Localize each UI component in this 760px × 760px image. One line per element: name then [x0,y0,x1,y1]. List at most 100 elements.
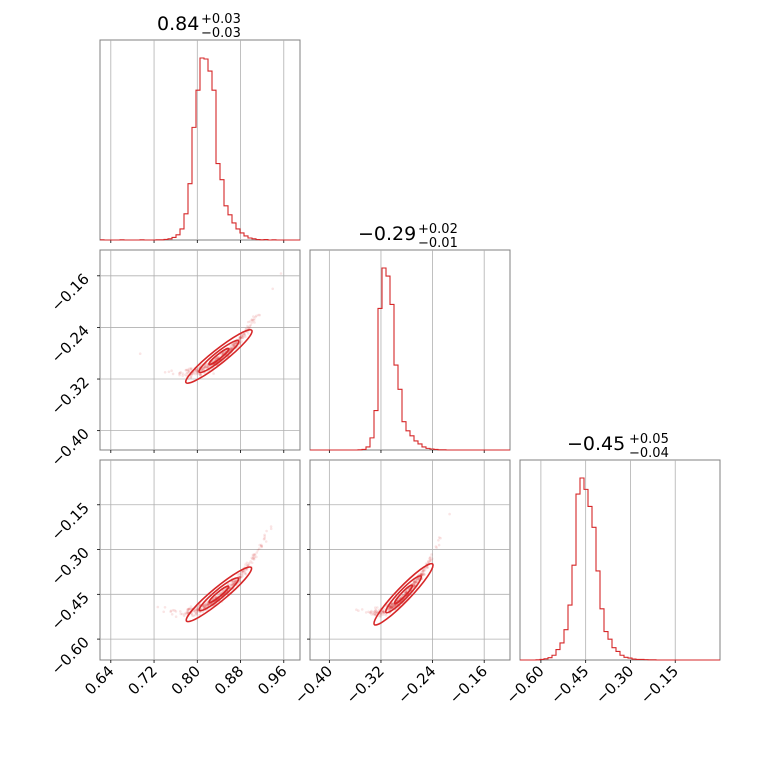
scatter-point [391,604,394,608]
scatter-point [258,543,262,547]
scatter-point [251,555,255,558]
scatter-point [252,557,255,561]
scatter-point [187,607,190,611]
scatter-point [367,610,370,614]
scatter-point [192,609,196,613]
scatter-point [239,336,243,340]
x-tick-label: 0.72 [125,662,161,698]
scatter-point [189,607,192,611]
scatter-point [412,580,416,584]
scatter-panel-param0-vs-param1 [97,249,301,453]
scatter-point [426,566,430,570]
scatter-point [205,603,208,607]
scatter-point [390,605,393,609]
scatter-point [413,580,417,584]
scatter-point [379,615,382,618]
scatter-point [238,575,242,579]
scatter-point [398,596,402,600]
scatter-point [239,335,242,339]
x-tick-label: −0.16 [446,662,491,707]
scatter-point [391,605,395,609]
scatter-point [216,356,219,360]
scatter-point [196,371,199,374]
y-tick-label: −0.45 [48,588,93,633]
scatter-point [251,557,254,561]
scatter-point [205,362,208,366]
scatter-point [404,590,407,594]
scatter-point [203,602,207,606]
scatter-point [387,607,391,611]
scatter-point [171,372,175,376]
title-param-1: −0.29 +0.02 −0.01 [358,222,458,251]
scatter-point [212,372,215,375]
scatter-point [389,605,392,608]
scatter-point [194,372,197,376]
scatter-point [258,313,262,317]
scatter-point [380,613,384,617]
scatter-point [213,358,217,361]
scatter-point [248,561,251,565]
scatter-point [232,344,235,348]
scatter-point [183,612,186,616]
scatter-point [190,366,193,370]
scatter-point [393,604,396,607]
scatter-point [374,612,378,615]
scatter-point [381,611,384,614]
scatter-point [200,368,204,371]
scatter-point [250,561,254,565]
scatter-point [243,333,247,336]
scatter-point [368,611,372,614]
scatter-point [178,371,182,375]
scatter-point [198,603,202,606]
scatter-point [163,371,167,374]
scatter-point [430,557,434,561]
scatter-point [388,606,391,609]
scatter-point [232,344,236,348]
scatter-point [201,610,205,614]
scatter-point [421,570,425,574]
scatter-point [227,583,230,586]
scatter-point [184,611,188,615]
scatter-point [252,318,256,322]
scatter-point [393,604,397,608]
scatter-point [185,368,188,372]
scatter-point [246,332,250,335]
density-contour-2 [373,562,434,626]
scatter-point [221,589,225,593]
scatter-point [238,336,242,339]
scatter-point [206,602,210,606]
scatter-point [254,315,257,319]
scatter-point [421,569,424,573]
scatter-point [231,582,235,586]
scatter-point [186,609,189,612]
scatter-point [371,611,375,614]
scatter-point [412,582,416,586]
scatter-point [370,613,373,616]
scatter-point [435,546,438,549]
scatter-point [234,341,237,345]
x-tick-labels-param-0: 0.64 0.72 0.80 0.88 0.96 [81,662,290,698]
scatter-point [195,610,199,613]
scatter-point [263,535,267,538]
scatter-point [370,609,373,613]
scatter-point [252,315,255,318]
scatter-point [229,347,232,351]
scatter-point [205,366,209,369]
scatter-point [242,332,245,336]
scatter-point [204,603,208,606]
scatter-point [189,376,193,379]
scatter-point [213,595,217,599]
scatter-point [429,558,433,562]
scatter-point [240,335,243,338]
scatter-point [235,341,239,344]
scatter-point [252,553,256,556]
density-contour-1 [384,575,423,614]
scatter-point [174,610,178,613]
scatter-point [421,573,424,576]
scatter-point [230,347,233,350]
scatter-point [388,606,392,609]
scatter-point [390,606,393,609]
scatter-point [240,573,243,577]
scatter-point [221,352,224,355]
